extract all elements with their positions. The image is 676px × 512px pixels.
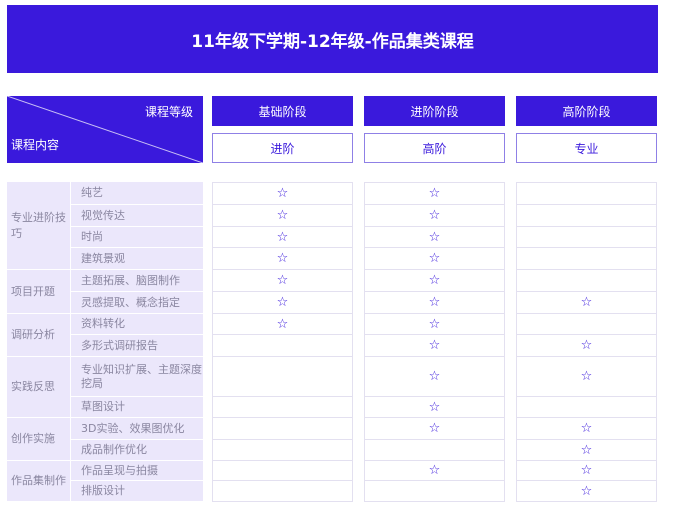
table-cell: ☆ — [516, 461, 657, 481]
star-outline-icon: ☆ — [428, 421, 441, 436]
row-item-label: 纯艺 — [70, 182, 203, 205]
row-item-label: 3D实验、效果图优化 — [70, 418, 203, 440]
group-label: 调研分析 — [7, 314, 70, 357]
table-cell: ☆ — [212, 248, 353, 270]
star-outline-icon: ☆ — [428, 463, 441, 478]
row-item-label: 排版设计 — [70, 481, 203, 502]
table-cell — [212, 335, 353, 357]
level-header-label: 课程等级 — [144, 105, 193, 119]
group-label: 作品集制作 — [7, 461, 70, 502]
grade-header-basic: 进阶 — [212, 133, 353, 163]
row-item-label: 专业知识扩展、主题深度挖局 — [70, 357, 203, 397]
table-cell — [212, 461, 353, 481]
row-item-label: 视觉传达 — [70, 205, 203, 227]
star-outline-icon: ☆ — [276, 316, 289, 332]
row-item-label: 资料转化 — [70, 314, 203, 335]
table-cell: ☆ — [364, 227, 505, 248]
row-item-label: 作品呈现与拍摄 — [70, 461, 203, 481]
table-cell: ☆ — [364, 205, 505, 227]
table-cell — [212, 357, 353, 397]
table-cell — [516, 205, 657, 227]
table-cell: ☆ — [364, 182, 505, 205]
star-outline-icon: ☆ — [428, 295, 441, 310]
group-label: 创作实施 — [7, 418, 70, 461]
table-cell: ☆ — [364, 248, 505, 270]
star-outline-icon: ☆ — [580, 463, 593, 478]
star-outline-icon: ☆ — [428, 369, 441, 384]
grade-header-advanced: 专业 — [516, 133, 657, 163]
star-outline-icon: ☆ — [428, 338, 441, 353]
table-cell: ☆ — [516, 418, 657, 440]
grade-header-intermediate: 高阶 — [364, 133, 505, 163]
star-outline-icon: ☆ — [276, 295, 289, 310]
row-item-label: 时尚 — [70, 227, 203, 248]
star-outline-icon: ☆ — [428, 229, 441, 245]
table-cell — [212, 397, 353, 418]
star-outline-icon: ☆ — [580, 338, 593, 353]
star-outline-icon: ☆ — [428, 316, 441, 332]
star-outline-icon: ☆ — [276, 229, 289, 245]
table-cell: ☆ — [516, 292, 657, 314]
table-cell: ☆ — [516, 440, 657, 461]
table-cell — [516, 270, 657, 292]
table-cell: ☆ — [364, 270, 505, 292]
table-cell — [516, 248, 657, 270]
star-outline-icon: ☆ — [276, 251, 289, 266]
star-outline-icon: ☆ — [276, 186, 289, 201]
stage-header-basic: 基础阶段 — [212, 96, 353, 126]
table-cell — [212, 481, 353, 502]
row-item-label: 多形式调研报告 — [70, 335, 203, 357]
star-outline-icon: ☆ — [580, 369, 593, 384]
table-cell: ☆ — [212, 227, 353, 248]
table-cell: ☆ — [212, 270, 353, 292]
star-outline-icon: ☆ — [276, 273, 289, 288]
table-cell: ☆ — [516, 481, 657, 502]
table-cell — [364, 440, 505, 461]
group-label: 项目开题 — [7, 270, 70, 314]
table-cell — [364, 481, 505, 502]
stage-header-intermediate: 进阶阶段 — [364, 96, 505, 126]
table-cell: ☆ — [364, 461, 505, 481]
table-cell: ☆ — [212, 205, 353, 227]
star-outline-icon: ☆ — [580, 421, 593, 436]
table-corner-header: 课程等级 课程内容 — [7, 96, 203, 163]
row-item-label: 建筑景观 — [70, 248, 203, 270]
star-outline-icon: ☆ — [276, 208, 289, 223]
table-cell — [516, 227, 657, 248]
star-outline-icon: ☆ — [428, 399, 441, 415]
table-cell: ☆ — [364, 418, 505, 440]
row-item-label: 主题拓展、脑图制作 — [70, 270, 203, 292]
diagonal-divider — [7, 96, 203, 163]
table-cell: ☆ — [212, 292, 353, 314]
group-label: 实践反思 — [7, 357, 70, 418]
table-cell: ☆ — [516, 335, 657, 357]
table-cell: ☆ — [212, 182, 353, 205]
table-cell: ☆ — [364, 292, 505, 314]
table-cell: ☆ — [364, 397, 505, 418]
table-cell — [212, 440, 353, 461]
table-cell — [516, 314, 657, 335]
table-cell: ☆ — [364, 335, 505, 357]
row-item-label: 成品制作优化 — [70, 440, 203, 461]
row-item-label: 灵感提取、概念指定 — [70, 292, 203, 314]
star-outline-icon: ☆ — [428, 251, 441, 266]
stage-header-advanced: 高阶阶段 — [516, 96, 657, 126]
table-cell: ☆ — [212, 314, 353, 335]
star-outline-icon: ☆ — [580, 295, 593, 310]
table-cell — [516, 182, 657, 205]
table-cell — [516, 397, 657, 418]
page-title: 11年级下学期-12年级-作品集类课程 — [7, 5, 658, 73]
table-cell: ☆ — [364, 357, 505, 397]
star-outline-icon: ☆ — [428, 208, 441, 223]
table-cell: ☆ — [364, 314, 505, 335]
star-outline-icon: ☆ — [428, 186, 441, 201]
star-outline-icon: ☆ — [580, 442, 593, 458]
star-outline-icon: ☆ — [428, 273, 441, 288]
table-cell — [212, 418, 353, 440]
content-header-label: 课程内容 — [11, 138, 60, 152]
group-label: 专业进阶技巧 — [7, 182, 70, 270]
star-outline-icon: ☆ — [580, 483, 593, 499]
table-cell: ☆ — [516, 357, 657, 397]
row-item-label: 草图设计 — [70, 397, 203, 418]
